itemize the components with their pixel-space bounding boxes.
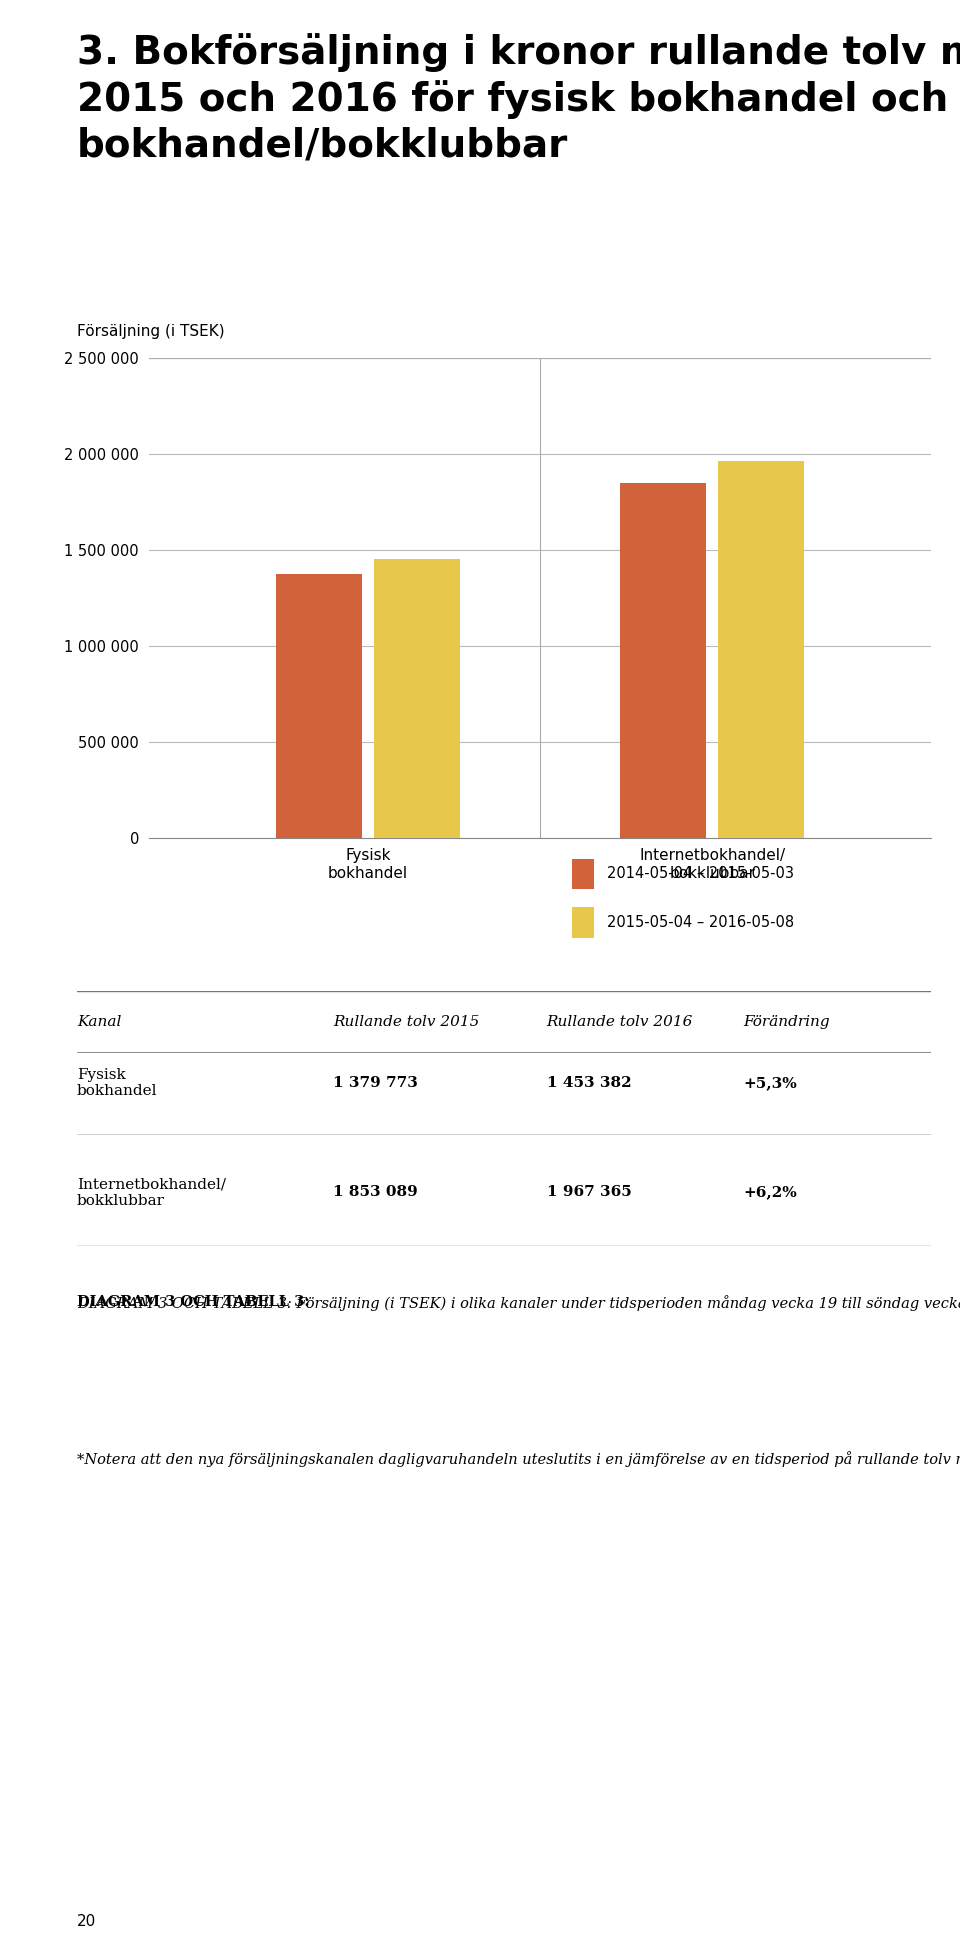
Text: Förändring: Förändring bbox=[743, 1015, 829, 1028]
Text: Försäljning (i TSEK): Försäljning (i TSEK) bbox=[77, 323, 225, 339]
Text: Kanal: Kanal bbox=[77, 1015, 121, 1028]
Text: *Notera att den nya försäljningskanalen dagligvaruhandeln uteslutits i en jämför: *Notera att den nya försäljningskanalen … bbox=[77, 1452, 960, 1467]
Bar bbox=[620, 482, 707, 838]
Text: Rullande tolv 2015: Rullande tolv 2015 bbox=[333, 1015, 479, 1028]
FancyBboxPatch shape bbox=[572, 907, 593, 938]
Text: +5,3%: +5,3% bbox=[743, 1075, 797, 1089]
Text: 1 967 365: 1 967 365 bbox=[547, 1185, 632, 1199]
Bar bbox=[373, 560, 460, 838]
FancyBboxPatch shape bbox=[572, 858, 593, 889]
Text: Fysisk
bokhandel: Fysisk bokhandel bbox=[77, 1068, 157, 1099]
Text: Rullande tolv 2016: Rullande tolv 2016 bbox=[547, 1015, 693, 1028]
Text: 3. Bokförsäljning i kronor rullande tolv månader
2015 och 2016 för fysisk bokhan: 3. Bokförsäljning i kronor rullande tolv… bbox=[77, 29, 960, 165]
Text: 1 453 382: 1 453 382 bbox=[547, 1075, 632, 1089]
Text: DIAGRAM 3 OCH TABELL 3:: DIAGRAM 3 OCH TABELL 3: bbox=[77, 1295, 309, 1309]
Text: 2014-05-04 – 2015-05-03: 2014-05-04 – 2015-05-03 bbox=[607, 866, 794, 882]
Text: DIAGRAM 3 OCH TABELL 3: Försäljning (i TSEK) i olika kanaler under tidsperioden : DIAGRAM 3 OCH TABELL 3: Försäljning (i T… bbox=[77, 1295, 960, 1311]
Text: 2015-05-04 – 2016-05-08: 2015-05-04 – 2016-05-08 bbox=[607, 915, 794, 931]
Bar bbox=[276, 574, 362, 838]
Text: Internetbokhandel/
bokklubbar: Internetbokhandel/ bokklubbar bbox=[77, 1177, 226, 1207]
Text: +6,2%: +6,2% bbox=[743, 1185, 797, 1199]
Bar bbox=[718, 460, 804, 838]
Text: 1 853 089: 1 853 089 bbox=[333, 1185, 418, 1199]
Text: 1 379 773: 1 379 773 bbox=[333, 1075, 418, 1089]
Text: 20: 20 bbox=[77, 1914, 96, 1930]
